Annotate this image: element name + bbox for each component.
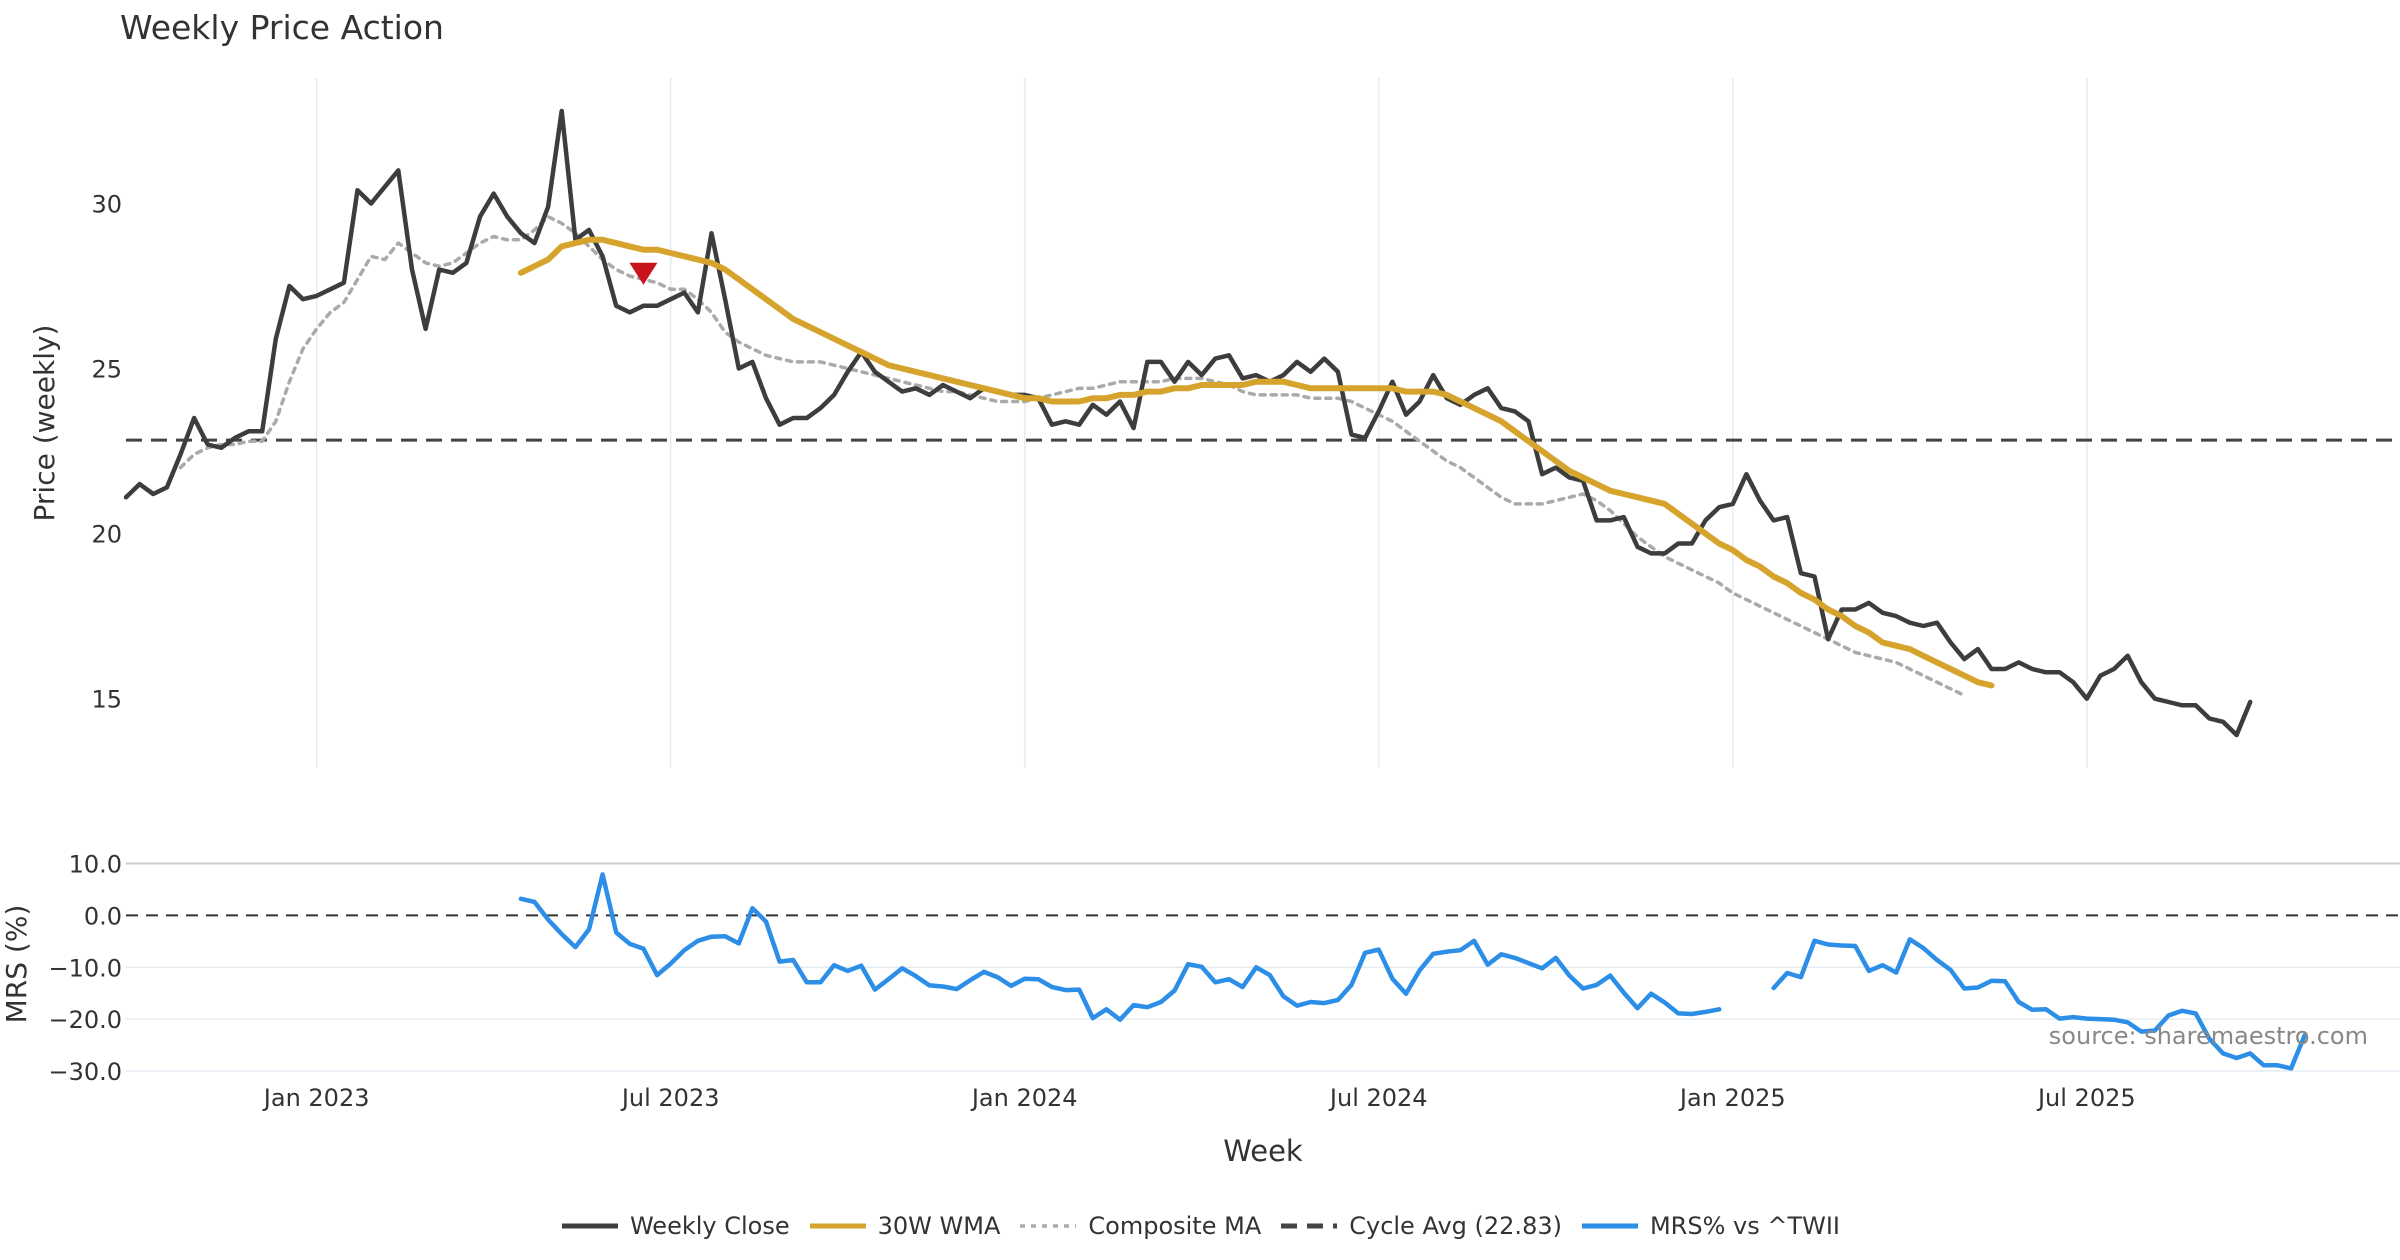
legend-label: 30W WMA <box>877 1212 1001 1240</box>
mrs-line-segment <box>518 872 1722 1022</box>
legend-label: Weekly Close <box>629 1212 790 1240</box>
price-y-tick-label: 25 <box>91 356 122 384</box>
mrs-line-segment <box>1771 937 2307 1071</box>
x-axis-label: Week <box>1223 1134 1303 1168</box>
legend-swatch-composite <box>1020 1224 1077 1228</box>
legend-item-composite: Composite MA <box>1018 1212 1261 1240</box>
legend-item-cycle: Cycle Avg (22.83) <box>1279 1212 1562 1240</box>
legend-label: Cycle Avg (22.83) <box>1349 1212 1562 1240</box>
mrs-y-axis-label: MRS (%) <box>0 905 33 1024</box>
chart-title: Weekly Price Action <box>120 8 444 47</box>
x-tick-label: Jan 2024 <box>970 1084 1078 1112</box>
mrs-y-tick-label: 0.0 <box>84 902 122 930</box>
legend-label: MRS% vs ^TWII <box>1649 1212 1841 1240</box>
price-y-axis-label: Price (weekly) <box>28 325 61 522</box>
legend-item-wma: 30W WMA <box>808 1212 1001 1240</box>
price-y-tick-label: 15 <box>91 686 122 714</box>
series-line-close <box>123 108 2253 738</box>
price-y-tick-label: 30 <box>91 190 122 218</box>
sell-marker <box>629 262 658 285</box>
source-watermark: source: sharemaestro.com <box>2049 1022 2368 1050</box>
legend-item-mrs: MRS% vs ^TWII <box>1580 1212 1840 1240</box>
series-line-wma <box>517 236 1995 689</box>
price-y-tick-label: 20 <box>91 521 122 549</box>
mrs-y-tick-label: 10.0 <box>69 851 122 879</box>
legend-swatch-wma <box>809 1223 866 1229</box>
x-tick-label: Jul 2024 <box>1328 1084 1428 1112</box>
x-tick-label: Jan 2023 <box>262 1084 370 1112</box>
mrs-y-tick-label: −10.0 <box>48 954 122 982</box>
mrs-y-tick-label: −20.0 <box>48 1006 122 1034</box>
legend-swatch-cycle <box>1281 1223 1338 1229</box>
chart-canvas: 15 20 25 30 Price (weekly) 10.0 0.0 −10.0 −20.0 −… <box>0 78 2400 1168</box>
mrs-y-tick-label: −30.0 <box>48 1058 122 1086</box>
series-line-composite <box>178 214 1967 698</box>
legend-swatch-mrs <box>1581 1223 1638 1229</box>
x-tick-label: Jul 2025 <box>2036 1084 2136 1112</box>
legend-swatch-close <box>561 1223 618 1229</box>
x-tick-label: Jan 2025 <box>1678 1084 1786 1112</box>
x-tick-label: Jul 2023 <box>620 1084 720 1112</box>
legend: Weekly Close 30W WMA Composite MA Cycle Avg… <box>0 1212 2400 1240</box>
legend-item-close: Weekly Close <box>560 1212 790 1240</box>
legend-label: Composite MA <box>1088 1212 1262 1240</box>
